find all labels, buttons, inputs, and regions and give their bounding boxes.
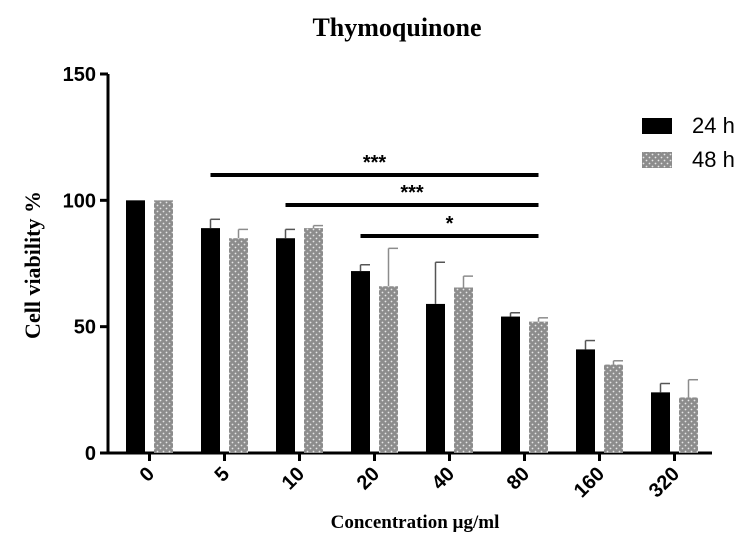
x-tick-label: 0: [136, 463, 159, 486]
bar: [454, 287, 473, 453]
bar: [351, 271, 370, 453]
bar: [576, 349, 595, 453]
bar: [501, 316, 520, 453]
x-tick-label: 320: [645, 463, 684, 502]
significance-label: ***: [400, 182, 424, 204]
y-axis-label: Cell viability %: [20, 191, 45, 339]
significance-label: *: [446, 213, 454, 235]
legend-swatch: [642, 152, 672, 168]
x-tick-label: 20: [353, 463, 384, 494]
legend-label: 24 h: [692, 113, 735, 138]
bar: [276, 238, 295, 453]
bar: [379, 286, 398, 453]
bar: [679, 397, 698, 453]
bar: [201, 228, 220, 453]
y-tick-label: 50: [74, 317, 96, 339]
y-tick-label: 100: [63, 190, 96, 212]
significance-label: ***: [363, 152, 387, 174]
x-tick-label: 10: [278, 463, 309, 494]
legend-swatch: [642, 118, 672, 134]
x-axis-label: Concentration µg/ml: [331, 512, 500, 533]
bar: [529, 321, 548, 453]
x-tick-label: 40: [428, 463, 459, 494]
chart-title: Thymoquinone: [312, 13, 481, 42]
legend: 24 h 48 h: [642, 113, 735, 172]
x-tick-label: 5: [211, 463, 234, 486]
x-tick-label: 80: [503, 463, 534, 494]
y-tick-label: 0: [85, 443, 96, 465]
bar: [126, 200, 145, 453]
bar: [651, 392, 670, 453]
y-tick-label: 150: [63, 64, 96, 86]
bar: [154, 200, 173, 453]
legend-label: 48 h: [692, 147, 735, 172]
bar: [304, 228, 323, 453]
bar: [426, 303, 445, 453]
bar: [229, 238, 248, 453]
x-tick-label: 160: [570, 463, 609, 502]
bar: [604, 364, 623, 453]
